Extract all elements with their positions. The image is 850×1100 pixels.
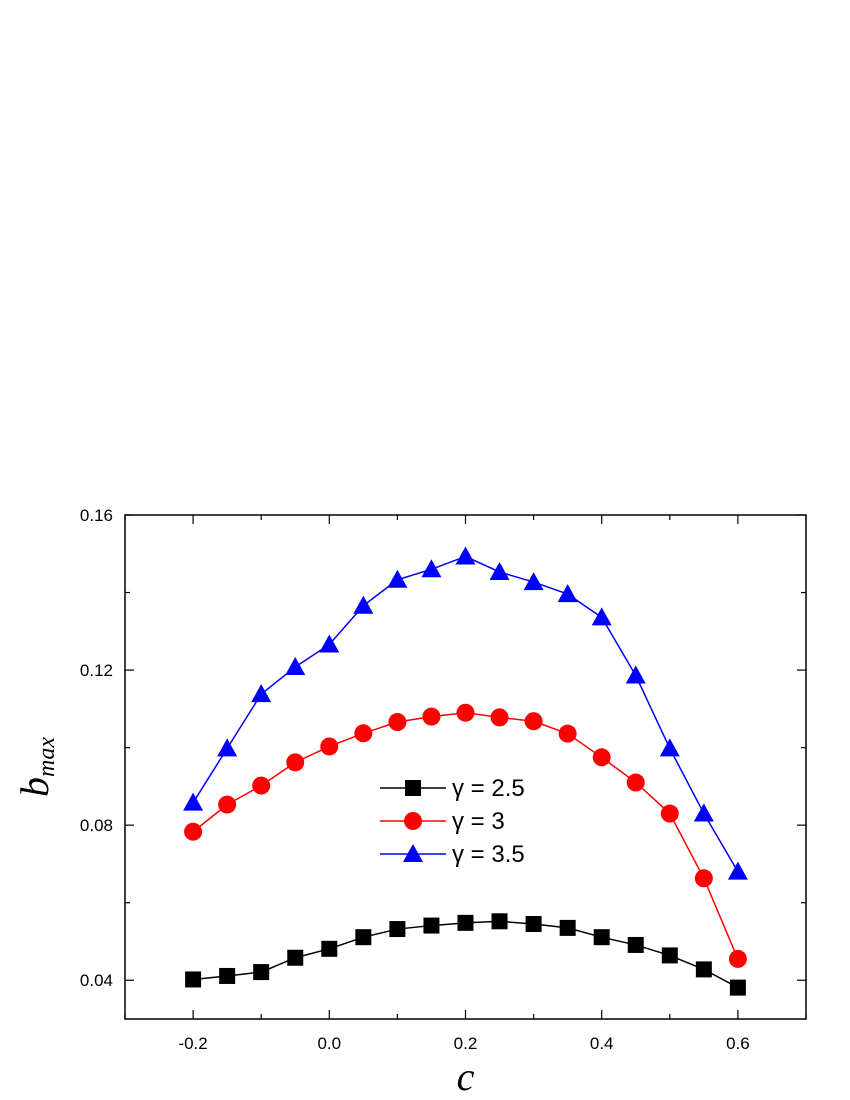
- data-point: [728, 949, 747, 968]
- data-point: [321, 940, 338, 957]
- data-point: [558, 724, 577, 743]
- data-point: [693, 803, 714, 822]
- y-tick-label: 0.08: [80, 816, 113, 835]
- data-point: [523, 572, 544, 591]
- data-point: [627, 936, 644, 953]
- series-3: [183, 546, 748, 880]
- data-point: [388, 713, 407, 732]
- data-point: [389, 921, 406, 938]
- data-point: [251, 684, 272, 703]
- data-point: [252, 776, 271, 795]
- data-point: [727, 861, 748, 880]
- data-point: [491, 913, 508, 930]
- data-point: [353, 595, 374, 614]
- data-point: [524, 712, 543, 731]
- data-point: [423, 917, 440, 934]
- data-point: [421, 559, 442, 578]
- legend-marker: [403, 844, 423, 862]
- y-tick-label: 0.04: [80, 971, 113, 990]
- data-point: [286, 753, 305, 772]
- legend-label: γ = 2.5: [452, 775, 525, 802]
- data-point: [661, 947, 678, 964]
- data-point: [525, 916, 542, 933]
- data-point: [591, 607, 612, 626]
- y-tick-label: 0.16: [80, 506, 113, 525]
- data-point: [695, 961, 712, 978]
- data-point: [455, 546, 476, 565]
- legend-entry-2: γ = 3: [380, 808, 505, 835]
- data-point: [422, 707, 441, 726]
- legend-label: γ = 3: [452, 808, 505, 835]
- data-point: [456, 703, 475, 722]
- data-point: [287, 949, 304, 966]
- data-point: [557, 584, 578, 603]
- data-point: [354, 724, 373, 743]
- data-point: [285, 656, 306, 675]
- data-point: [490, 708, 509, 727]
- legend-marker: [405, 780, 421, 796]
- y-tick-label: 0.12: [80, 661, 113, 680]
- data-point: [625, 665, 646, 684]
- series-line: [193, 920, 739, 989]
- x-tick-label: 0.2: [454, 1034, 478, 1053]
- data-point: [694, 869, 713, 888]
- data-point: [218, 795, 237, 814]
- legend-marker: [404, 812, 422, 830]
- data-point: [592, 748, 611, 767]
- data-point: [253, 964, 270, 981]
- data-point: [185, 971, 202, 988]
- data-point: [183, 792, 204, 811]
- legend-label: γ = 3.5: [452, 841, 525, 868]
- data-point: [184, 822, 203, 841]
- data-point: [660, 804, 679, 823]
- data-point: [387, 569, 408, 588]
- data-point: [489, 561, 510, 580]
- y-axis-title-main: b: [12, 777, 57, 797]
- data-point: [626, 773, 645, 792]
- data-point: [355, 929, 372, 946]
- series-1: [185, 913, 746, 996]
- x-axis-title: c: [457, 1054, 475, 1099]
- legend-entry-1: γ = 2.5: [380, 775, 525, 802]
- y-axis-title: bmax: [12, 737, 60, 797]
- x-tick-label: -0.2: [178, 1034, 207, 1053]
- data-point: [217, 738, 238, 757]
- data-point: [559, 919, 576, 936]
- data-point: [457, 914, 474, 931]
- x-tick-label: 0.0: [317, 1034, 341, 1053]
- x-tick-label: 0.4: [590, 1034, 614, 1053]
- series-2: [184, 703, 747, 968]
- data-point: [659, 738, 680, 757]
- x-tick-label: 0.6: [726, 1034, 750, 1053]
- data-point: [593, 929, 610, 946]
- data-point: [319, 634, 340, 653]
- data-point: [320, 737, 339, 756]
- data-point: [729, 979, 746, 996]
- data-point: [219, 967, 236, 984]
- legend-entry-3: γ = 3.5: [380, 841, 525, 868]
- plot-frame: [124, 514, 807, 1020]
- y-axis-title-sub: max: [34, 737, 60, 777]
